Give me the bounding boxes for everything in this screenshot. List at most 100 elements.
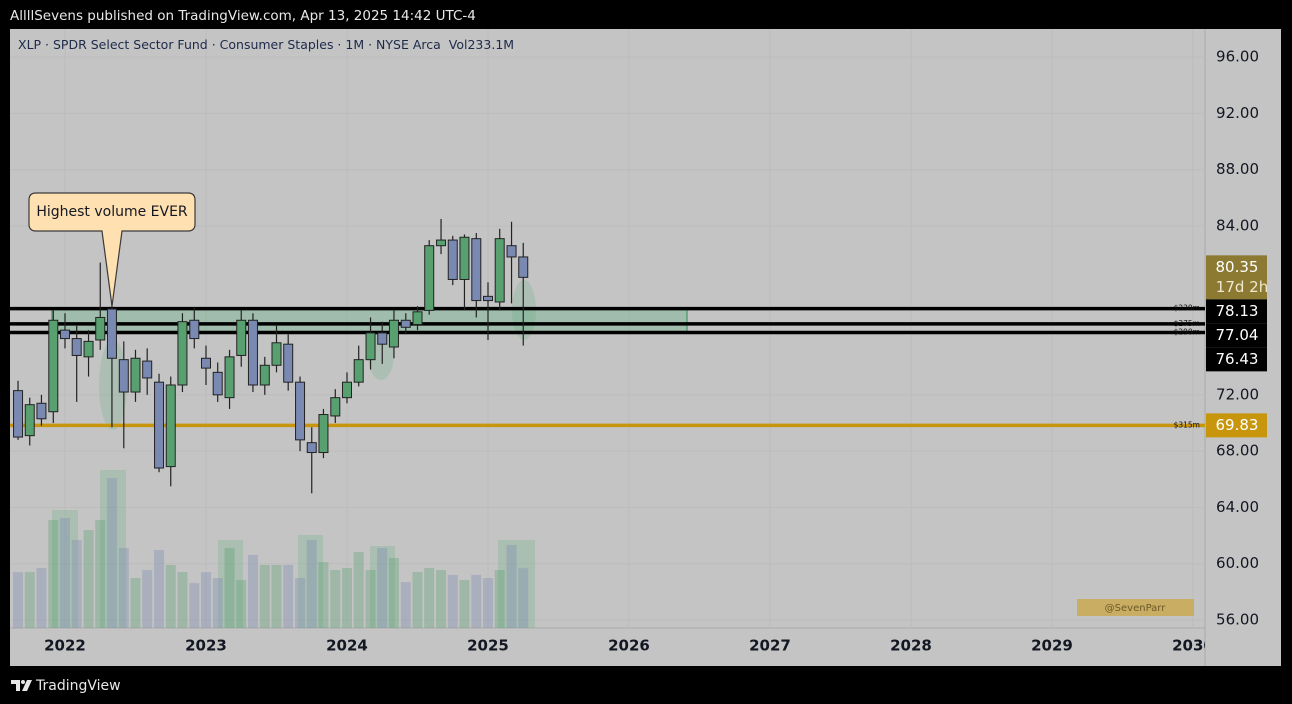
candle-body (36, 402, 47, 420)
volume-bar (247, 554, 258, 628)
volume-bar (424, 568, 435, 628)
volume-bar (48, 520, 59, 628)
volume-bar (494, 570, 505, 628)
volume-bar (259, 564, 270, 628)
volume-bar (212, 578, 223, 628)
candle-body (24, 404, 35, 437)
volume-bar (118, 548, 129, 628)
volume-bar (71, 540, 82, 628)
candle-body (447, 239, 458, 280)
y-tick-label: 84.00 (1216, 216, 1259, 234)
x-tick-label: 2023 (185, 637, 227, 655)
chart-background (10, 29, 1281, 666)
volume-bar (388, 558, 399, 628)
candle-body (224, 356, 235, 399)
y-tick-label: 68.00 (1216, 442, 1259, 460)
supply-zone (51, 307, 688, 334)
published-line: AllllSevens published on TradingView.com… (10, 8, 476, 24)
logo-shape (11, 680, 20, 691)
y-tick-label: 96.00 (1216, 48, 1259, 66)
y-tick-label: 56.00 (1216, 610, 1259, 628)
volume-highlight (52, 510, 78, 628)
candle-body (494, 238, 505, 303)
candle-body (95, 316, 106, 341)
x-tick-label: 2025 (467, 637, 509, 655)
volume-bar (447, 574, 458, 628)
level-price-box (1206, 347, 1267, 372)
x-tick-label: 2024 (326, 637, 368, 655)
volume-bar (154, 550, 165, 628)
level-price-label: 77.04 (1216, 326, 1259, 344)
candle-body (13, 390, 24, 438)
candle-body (330, 397, 341, 417)
x-tick-label: 2028 (890, 637, 932, 655)
volume-bar (177, 572, 188, 628)
volume-bar (318, 562, 329, 628)
volume-bar (236, 580, 247, 628)
last-price-label: 80.35 (1216, 258, 1259, 276)
volume-bar (224, 548, 235, 628)
volume-bar (459, 580, 470, 628)
volume-bar (330, 570, 341, 628)
candle-body (518, 256, 529, 278)
level-price-box (1206, 323, 1267, 348)
chart-title: XLP · SPDR Select Sector Fund · Consumer… (18, 37, 514, 52)
candle-body (259, 364, 270, 386)
candle-body (118, 359, 129, 393)
candle-body (59, 329, 70, 340)
level-price-box (1206, 413, 1267, 438)
x-tick-label: 2027 (749, 637, 791, 655)
candle-body (271, 342, 282, 366)
callout-box (28, 192, 196, 307)
logo-shape (22, 680, 32, 691)
candle-body (306, 442, 317, 454)
callout: Highest volume EVER (28, 192, 196, 307)
volume-bar (95, 520, 106, 628)
volume-highlight (298, 535, 323, 628)
candle-body (130, 357, 141, 393)
candle-body (106, 308, 117, 359)
candle-body (200, 357, 211, 369)
candle-body (318, 414, 329, 454)
candle-body (377, 332, 388, 345)
volume-bar (412, 572, 423, 628)
x-tick-label: 2030 (1172, 637, 1214, 655)
footer-logo (11, 680, 32, 691)
candle-body (365, 332, 376, 361)
watermark-box (1077, 599, 1194, 616)
volume-highlight (100, 470, 126, 628)
volume-bar (283, 564, 294, 628)
volume-bar (189, 583, 200, 628)
candle-body (247, 319, 258, 386)
volume-bar (518, 568, 529, 628)
volume-bar (471, 574, 482, 628)
candle-body (459, 236, 470, 280)
volume-bar (36, 568, 47, 628)
candle-body (412, 311, 423, 325)
candle-body (424, 245, 435, 311)
level-price-label: 76.43 (1216, 350, 1259, 368)
symbol-description: XLP · SPDR Select Sector Fund · Consumer… (18, 37, 441, 52)
volume-bar (13, 572, 24, 628)
volume-bar (506, 544, 517, 628)
level-price-box (1206, 299, 1267, 324)
watermark: @SevenParr (1105, 603, 1167, 614)
candle-body (236, 319, 247, 356)
volume-highlight (218, 540, 243, 628)
level-tag: $275m (1174, 319, 1200, 328)
footer-brand: TradingView (35, 678, 121, 694)
volume-bar (341, 568, 352, 628)
y-tick-label: 92.00 (1216, 104, 1259, 122)
candle-body (165, 384, 176, 468)
volume-bar (377, 548, 388, 628)
candle-body (189, 319, 200, 340)
volume-bar (200, 572, 211, 628)
candle-body (71, 338, 82, 356)
x-tick-label: 2026 (608, 637, 650, 655)
level-tag: $290m (1174, 328, 1200, 337)
candle-body (341, 381, 352, 399)
volume-bar (106, 478, 117, 628)
volume-bar (165, 564, 176, 628)
candle-body (483, 295, 493, 302)
